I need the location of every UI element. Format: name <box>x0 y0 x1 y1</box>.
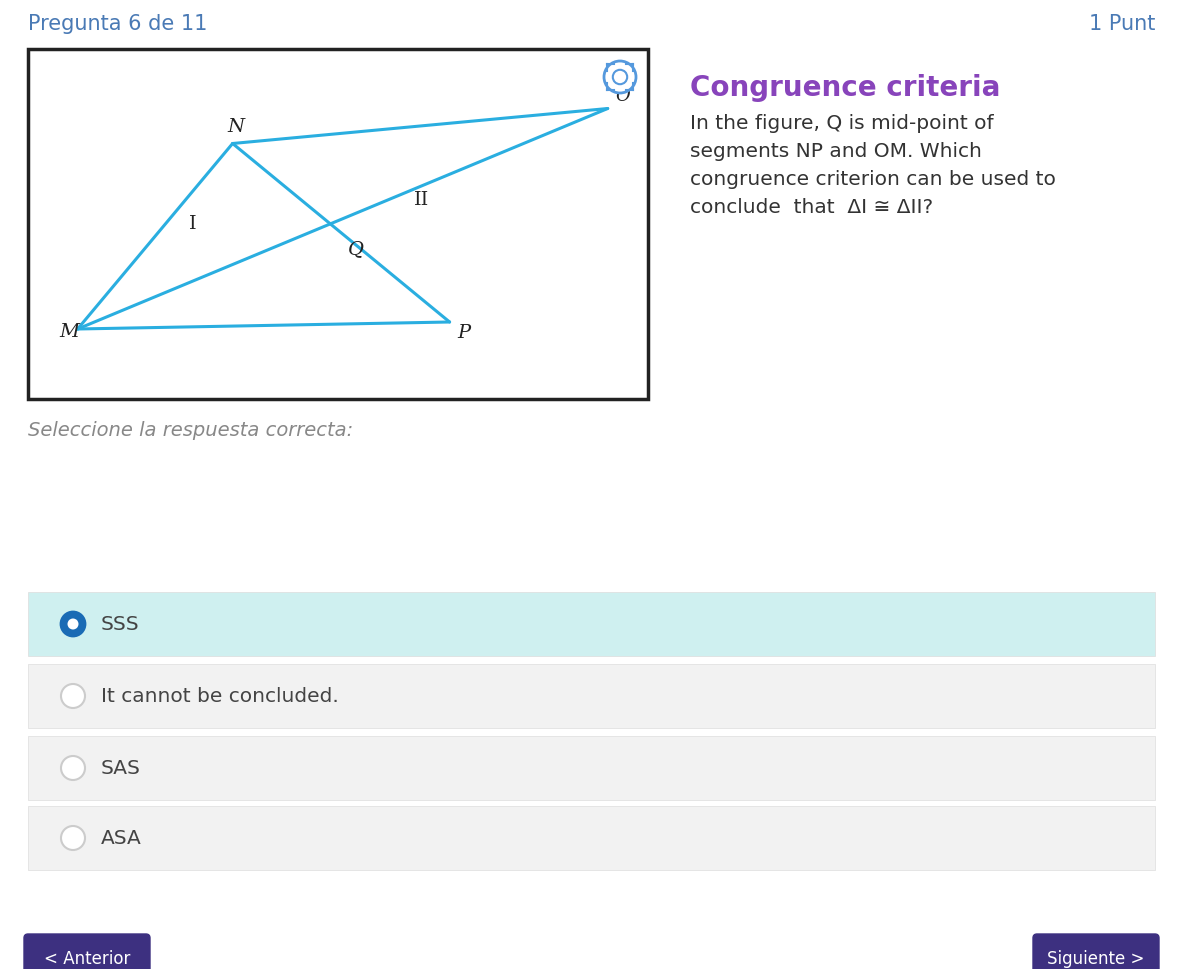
Text: P: P <box>458 324 471 342</box>
Text: congruence criterion can be used to: congruence criterion can be used to <box>690 170 1056 189</box>
Text: Pregunta 6 de 11: Pregunta 6 de 11 <box>28 14 207 34</box>
Text: In the figure, Q is mid-point of: In the figure, Q is mid-point of <box>690 114 994 133</box>
Text: conclude  that  ΔI ≅ ΔII?: conclude that ΔI ≅ ΔII? <box>690 198 933 217</box>
Text: M: M <box>59 323 79 341</box>
Text: It cannot be concluded.: It cannot be concluded. <box>101 686 338 705</box>
FancyBboxPatch shape <box>28 806 1155 870</box>
Circle shape <box>62 756 85 780</box>
FancyBboxPatch shape <box>28 736 1155 800</box>
Text: I: I <box>188 215 196 233</box>
Text: N: N <box>227 117 245 136</box>
Text: II: II <box>414 191 429 208</box>
FancyBboxPatch shape <box>28 49 648 399</box>
Text: Siguiente >: Siguiente > <box>1047 950 1145 968</box>
FancyBboxPatch shape <box>1033 934 1159 969</box>
Text: Congruence criteria: Congruence criteria <box>690 74 1001 102</box>
FancyBboxPatch shape <box>24 934 150 969</box>
Text: Seleccione la respuesta correcta:: Seleccione la respuesta correcta: <box>28 421 354 440</box>
Text: SAS: SAS <box>101 759 141 777</box>
Circle shape <box>605 61 636 93</box>
Text: segments NP and OM. Which: segments NP and OM. Which <box>690 142 982 161</box>
Circle shape <box>62 826 85 850</box>
Text: O: O <box>615 86 631 105</box>
FancyBboxPatch shape <box>28 592 1155 656</box>
Text: < Anterior: < Anterior <box>44 950 130 968</box>
Circle shape <box>62 684 85 708</box>
Text: 1 Punt: 1 Punt <box>1088 14 1155 34</box>
Text: SSS: SSS <box>101 614 140 634</box>
Text: Q: Q <box>348 240 364 258</box>
Circle shape <box>62 612 85 636</box>
Text: ASA: ASA <box>101 828 142 848</box>
Circle shape <box>67 618 78 630</box>
Circle shape <box>613 70 627 84</box>
FancyBboxPatch shape <box>28 664 1155 728</box>
